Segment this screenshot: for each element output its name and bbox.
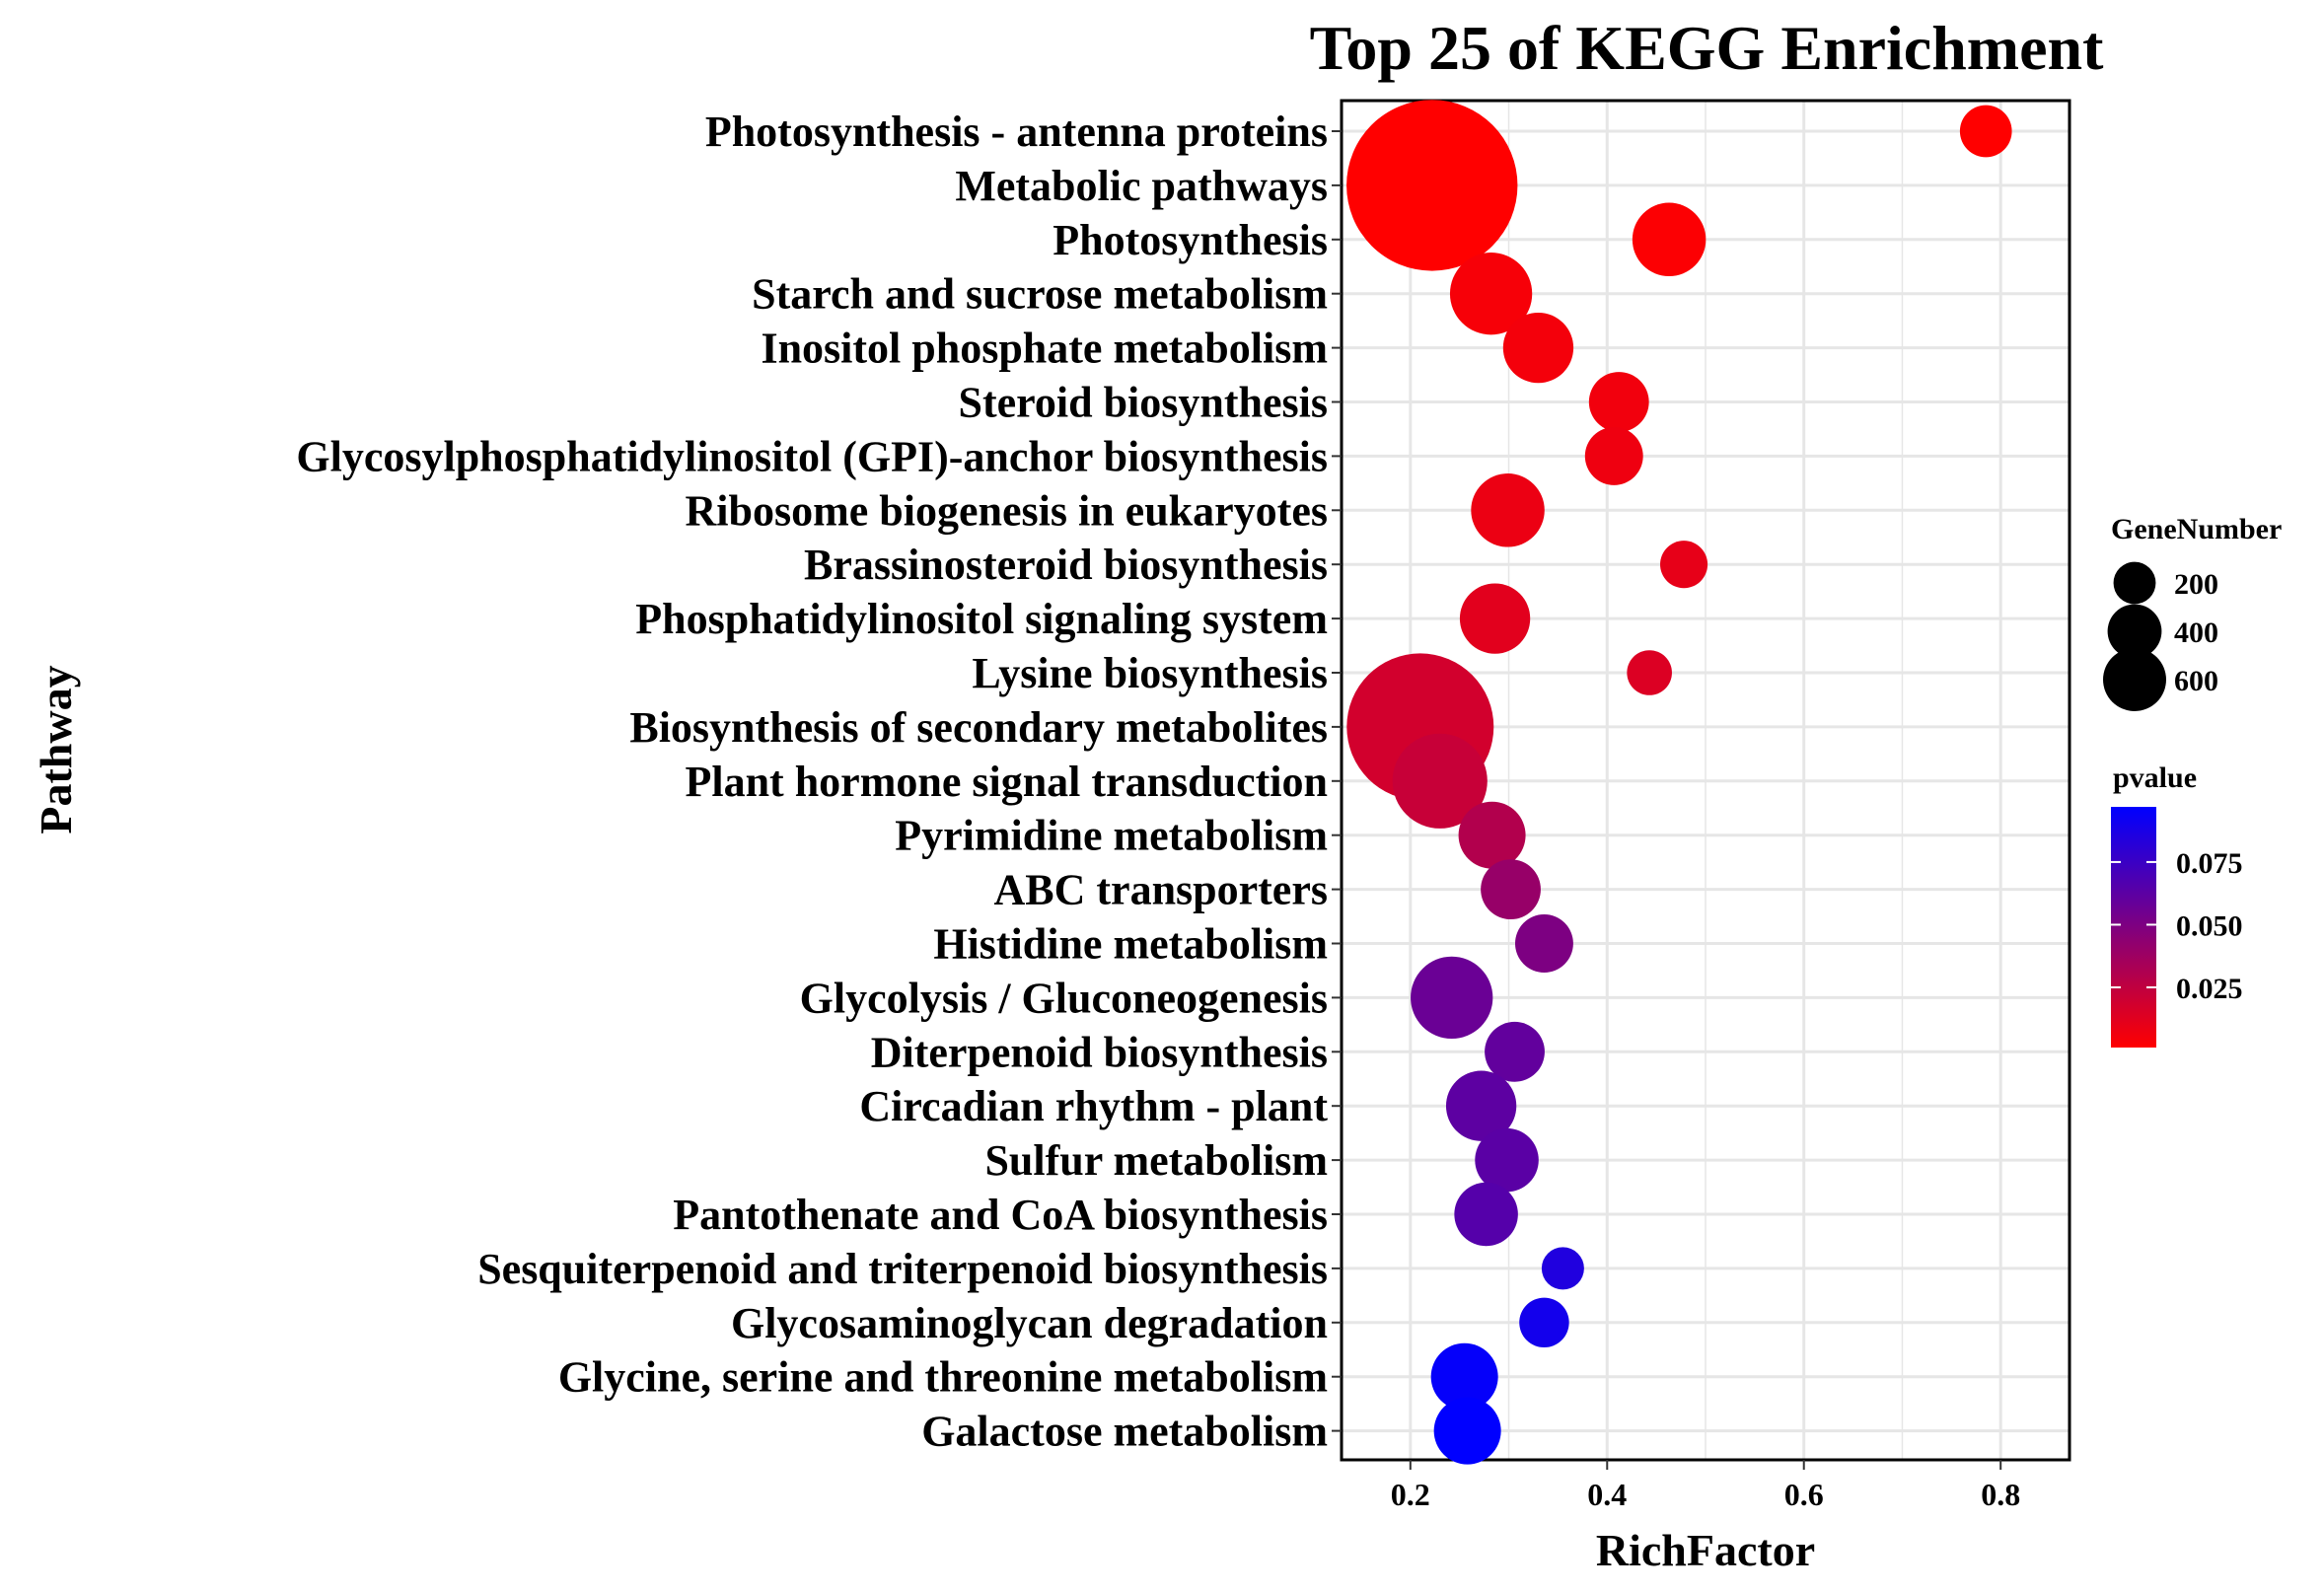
data-points — [1346, 100, 2012, 1465]
x-axis-ticks: 0.2 0.4 0.6 0.8 — [1391, 1460, 2020, 1512]
data-point — [1411, 956, 1493, 1040]
color-legend: pvalue 0.025 0.050 0.075 — [2111, 761, 2243, 1048]
data-point — [1632, 202, 1707, 277]
color-legend-title: pvalue — [2113, 761, 2197, 794]
data-point — [1588, 372, 1649, 432]
pathway-label: Histidine metabolism — [933, 920, 1328, 969]
pathway-label: Steroid biosynthesis — [959, 379, 1329, 427]
colorbar-tick-label: 0.025 — [2176, 973, 2243, 1005]
pathway-label: Circadian rhythm - plant — [859, 1082, 1328, 1130]
pathway-label: Galactose metabolism — [921, 1408, 1328, 1456]
data-point — [1471, 473, 1545, 547]
pathway-label: Sesquiterpenoid and triterpenoid biosynt… — [477, 1245, 1328, 1293]
data-point — [1475, 1127, 1539, 1193]
pathway-label: Phosphatidylinositol signaling system — [635, 595, 1328, 643]
pathway-label: Glycine, serine and threonine metabolism — [558, 1353, 1328, 1402]
data-point — [1481, 859, 1541, 920]
x-axis-title: RichFactor — [1596, 1525, 1815, 1575]
data-point — [1459, 583, 1531, 654]
data-point — [1485, 1021, 1545, 1082]
pathway-label: Lysine biosynthesis — [972, 649, 1328, 697]
size-legend-label: 400 — [2174, 616, 2218, 649]
data-point — [1433, 1397, 1501, 1465]
data-point — [1392, 733, 1488, 829]
data-point — [1458, 801, 1526, 869]
size-legend-dot — [2103, 648, 2166, 711]
pathway-label: ABC transporters — [993, 866, 1328, 914]
size-legend-label: 200 — [2174, 568, 2218, 601]
data-point — [1660, 541, 1708, 589]
pvalue-colorbar — [2111, 807, 2156, 1048]
data-point — [1959, 105, 2012, 158]
size-legend-dot — [2113, 561, 2156, 605]
pathway-label: Glycosylphosphatidylinositol (GPI)-ancho… — [296, 432, 1328, 480]
data-point — [1449, 253, 1533, 335]
pathway-label: Ribosome biogenesis in eukaryotes — [686, 486, 1328, 535]
size-legend-dot — [2107, 604, 2162, 659]
pathway-label: Pantothenate and CoA biosynthesis — [673, 1191, 1328, 1239]
colorbar-tick-label: 0.075 — [2176, 847, 2243, 880]
data-point — [1454, 1182, 1518, 1247]
x-tick-label: 0.4 — [1587, 1477, 1627, 1512]
data-point — [1519, 1297, 1569, 1348]
pathway-label: Pyrimidine metabolism — [895, 812, 1328, 860]
pathway-label: Sulfur metabolism — [984, 1136, 1328, 1185]
pathway-label: Metabolic pathways — [955, 162, 1328, 210]
pathway-label: Inositol phosphate metabolism — [761, 325, 1328, 373]
size-legend-title: GeneNumber — [2111, 513, 2282, 545]
pathway-label: Glycolysis / Gluconeogenesis — [800, 974, 1328, 1022]
y-axis-title: Pathway — [31, 665, 81, 833]
data-point — [1502, 312, 1574, 384]
pathway-label: Photosynthesis — [1053, 216, 1328, 264]
colorbar-tick-label: 0.050 — [2176, 909, 2243, 942]
x-tick-label: 0.6 — [1784, 1477, 1824, 1512]
pathway-label: Photosynthesis - antenna proteins — [705, 108, 1328, 156]
pathway-label: Plant hormone signal transduction — [685, 758, 1328, 806]
data-point — [1346, 100, 1518, 271]
pathway-label: Brassinosteroid biosynthesis — [804, 541, 1328, 589]
size-legend: GeneNumber 200 400 600 — [2103, 513, 2282, 711]
pathway-label: Glycosaminoglycan degradation — [731, 1299, 1328, 1347]
data-point — [1627, 650, 1672, 695]
data-point — [1445, 1070, 1517, 1141]
x-tick-label: 0.8 — [1981, 1477, 2020, 1512]
data-point — [1514, 914, 1573, 973]
pathway-label: Starch and sucrose metabolism — [752, 270, 1328, 319]
pathway-label: Biosynthesis of secondary metabolites — [629, 703, 1328, 752]
data-point — [1541, 1247, 1584, 1290]
data-point — [1584, 426, 1643, 485]
size-legend-label: 600 — [2174, 665, 2218, 697]
data-point — [1430, 1342, 1498, 1411]
pathway-label: Diterpenoid biosynthesis — [871, 1028, 1328, 1076]
chart-title: Top 25 of KEGG Enrichment — [1310, 13, 2105, 83]
x-tick-label: 0.2 — [1391, 1477, 1430, 1512]
pathway-labels: Photosynthesis - antenna proteins Metabol… — [296, 108, 1342, 1456]
